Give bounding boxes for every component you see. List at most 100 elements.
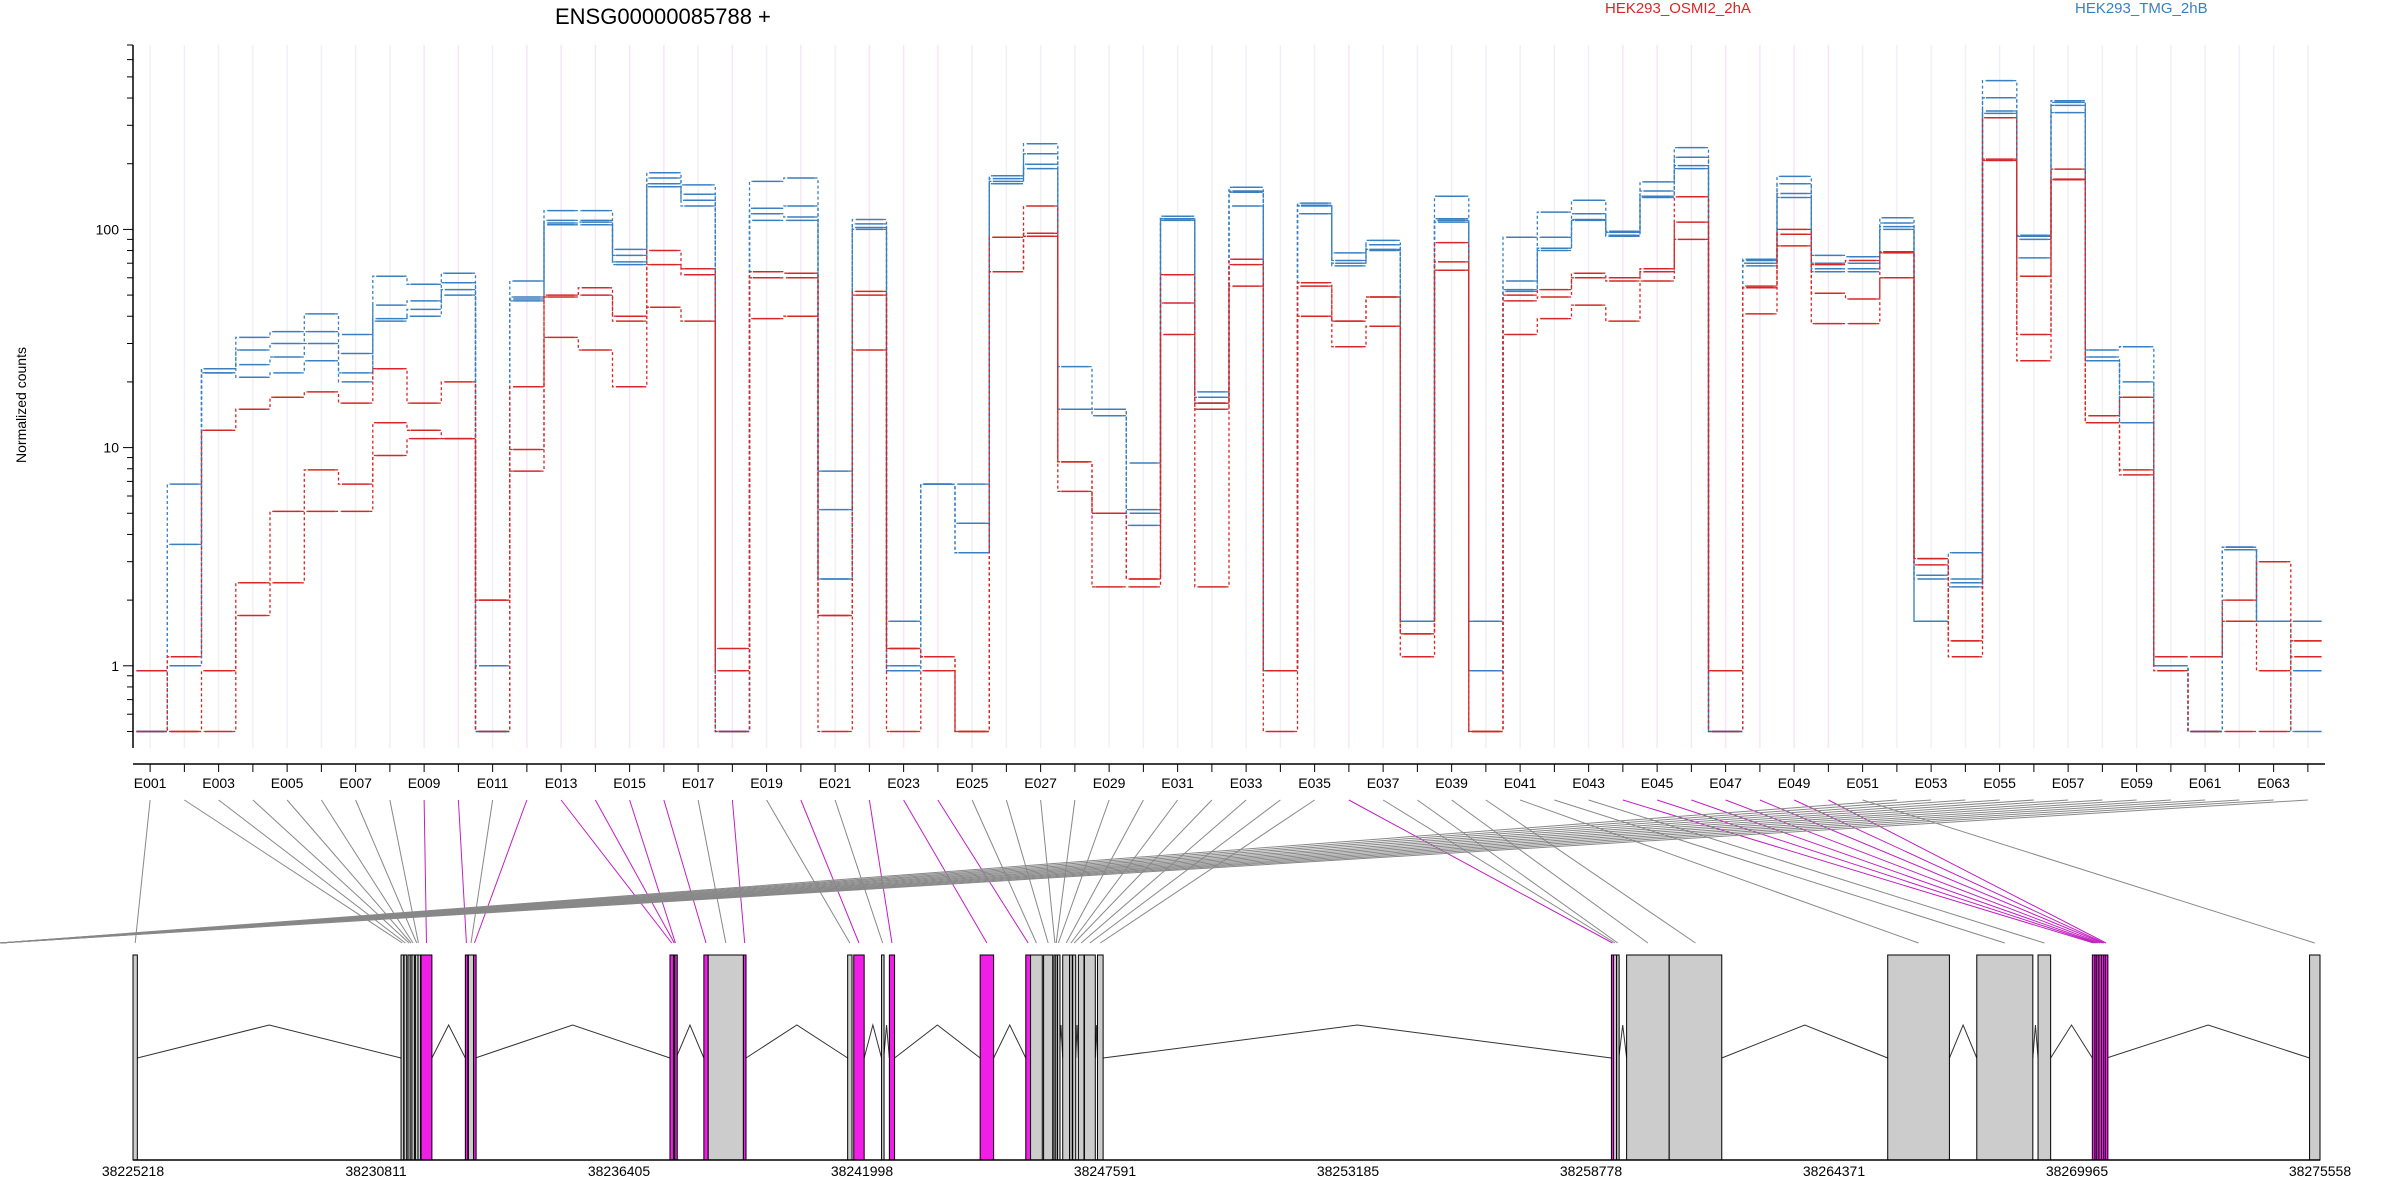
exon-box-E050: [2104, 954, 2109, 1161]
intron: [475, 1024, 671, 1059]
exon-link-E049: [1793, 799, 2105, 944]
genomic-tick-label: 38269965: [2046, 1163, 2109, 1179]
exon-box-E039: [1626, 954, 1670, 1161]
intron: [745, 1024, 848, 1059]
intron: [1618, 1024, 1628, 1059]
exon-link-E039: [1451, 799, 1649, 944]
exon-box-E019: [847, 954, 853, 1161]
y-tick-label: 100: [96, 221, 120, 237]
exon-link-E050: [1828, 799, 2107, 944]
exon-tick-label: E045: [1641, 775, 1674, 791]
intron: [894, 1024, 981, 1059]
genomic-tick-label: 38241998: [831, 1163, 894, 1179]
y-axis: 1 10 100: [96, 44, 134, 748]
gene-model: 38225218 38230811 38236405 38241998 38247591…: [102, 954, 2352, 1179]
exon-link-E011: [470, 799, 494, 944]
exon-link-E009: [423, 799, 427, 944]
exon-tick-label: E007: [339, 775, 372, 791]
exon-tick-label: E057: [2052, 775, 2085, 791]
exon-tick-label: E015: [613, 775, 646, 791]
exon-box-E033: [1077, 954, 1085, 1161]
exon-tick-label: E063: [2257, 775, 2290, 791]
genomic-tick-label: 38230811: [345, 1163, 406, 1179]
exon-tick-label: E005: [271, 775, 304, 791]
exon-link-E010: [457, 799, 467, 944]
exon-tick-label: E035: [1298, 775, 1331, 791]
exon-box-E020: [853, 954, 865, 1161]
intron: [1948, 1023, 1978, 1059]
exon-box-E013: [669, 954, 674, 1161]
intron: [2032, 1024, 2039, 1059]
exon-link-E037: [1382, 799, 1616, 944]
exon-box-E009: [420, 954, 433, 1161]
genomic-tick-label: 38225218: [102, 1163, 165, 1179]
exon-link-E051: [1862, 799, 2315, 944]
exon-tick-label: E031: [1161, 775, 1194, 791]
exon-tick-label: E003: [202, 775, 235, 791]
exon-link-E008: [389, 799, 419, 944]
exon-box-E010: [464, 954, 469, 1161]
exon-tick-label: E023: [887, 775, 920, 791]
genomic-tick-label: 38275558: [2289, 1163, 2352, 1179]
exon-link-E006: [320, 799, 414, 944]
exon-link-E013: [560, 799, 673, 944]
exon-tick-label: E041: [1504, 775, 1537, 791]
exon-link-E007: [355, 799, 418, 944]
intron: [1103, 1024, 1612, 1059]
exon-tick-label: E009: [408, 775, 441, 791]
exon-tick-label: E027: [1024, 775, 1057, 791]
series-line-7: [136, 158, 2322, 733]
intron: [431, 1023, 466, 1059]
exon-box-E021: [881, 954, 885, 1161]
exon-link-E014: [594, 799, 675, 944]
exon-link-E019: [766, 799, 851, 944]
exon-box-E023: [979, 954, 995, 1161]
exon-box-E017: [707, 954, 744, 1161]
series-transitions: [163, 159, 2295, 733]
y-tick-label: 1: [111, 658, 119, 674]
series-transitions: [163, 97, 2295, 733]
exon-grid: [149, 45, 2309, 748]
exon-tick-label: E025: [956, 775, 989, 791]
exon-link-E064: [0, 799, 2308, 944]
exon-box-E018: [742, 954, 747, 1161]
series-transitions: [163, 104, 2295, 733]
exon-box-E011: [467, 954, 475, 1161]
exon-box-E029: [1057, 954, 1061, 1161]
genomic-tick-label: 38258778: [1560, 1163, 1623, 1179]
exon-link-E001: [134, 799, 151, 944]
exon-box-E042: [1976, 954, 2034, 1161]
series-line-6: [136, 159, 2322, 733]
intron: [993, 1023, 1027, 1059]
genomic-tick-label: 38236405: [588, 1163, 651, 1179]
exon-link-E035: [1100, 799, 1315, 944]
exon-link-E034: [1089, 799, 1281, 944]
exon-box-E035: [1096, 954, 1104, 1161]
exon-link-E036: [1348, 799, 1613, 944]
exon-tick-label: E039: [1435, 775, 1468, 791]
exon-tick-label: E061: [2189, 775, 2222, 791]
exon-tick-label: E049: [1778, 775, 1811, 791]
exon-box-E003: [403, 954, 408, 1161]
exon-links: [0, 799, 2315, 944]
y-tick-label: 10: [103, 440, 119, 456]
exon-link-E016: [663, 799, 707, 944]
exon-tick-label: E051: [1846, 775, 1879, 791]
intron: [137, 1024, 402, 1059]
exon-box-E034: [1083, 954, 1096, 1161]
intron: [1721, 1024, 1888, 1059]
series-transitions: [163, 158, 2295, 733]
exon-link-E020: [800, 799, 860, 944]
exon-tick-label: E001: [134, 775, 167, 791]
exon-tick-label: E055: [1983, 775, 2016, 791]
genomic-tick-label: 38253185: [1317, 1163, 1380, 1179]
exon-link-E012: [474, 799, 528, 944]
series-lines: [136, 79, 2322, 733]
exon-box-E001: [132, 954, 138, 1161]
y-axis-label: Normalized counts: [13, 347, 29, 463]
exon-box-E012: [473, 954, 477, 1161]
genomic-tick-label: 38264371: [1803, 1163, 1866, 1179]
intron: [2106, 1024, 2310, 1059]
exon-box-E026: [1043, 954, 1054, 1161]
